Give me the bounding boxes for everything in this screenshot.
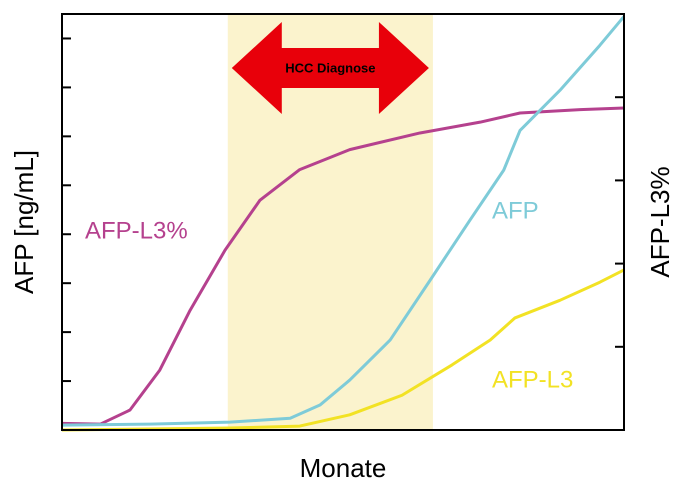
x-axis-title: Monate <box>300 453 387 483</box>
annotation: HCC Diagnose <box>285 60 375 75</box>
series-label: AFP-L3 <box>492 366 573 393</box>
series-label: AFP <box>492 197 539 224</box>
double-arrow <box>231 22 429 114</box>
y-axis-title: AFP [ng/mL] <box>9 150 39 294</box>
background-layer <box>227 14 433 430</box>
series-label: AFP-L3% <box>85 217 188 244</box>
y2-axis-title: AFP-L3% <box>645 166 675 277</box>
series-line <box>61 268 625 432</box>
series-line <box>61 15 626 427</box>
series-line <box>61 106 625 426</box>
plot-frame <box>61 13 625 431</box>
